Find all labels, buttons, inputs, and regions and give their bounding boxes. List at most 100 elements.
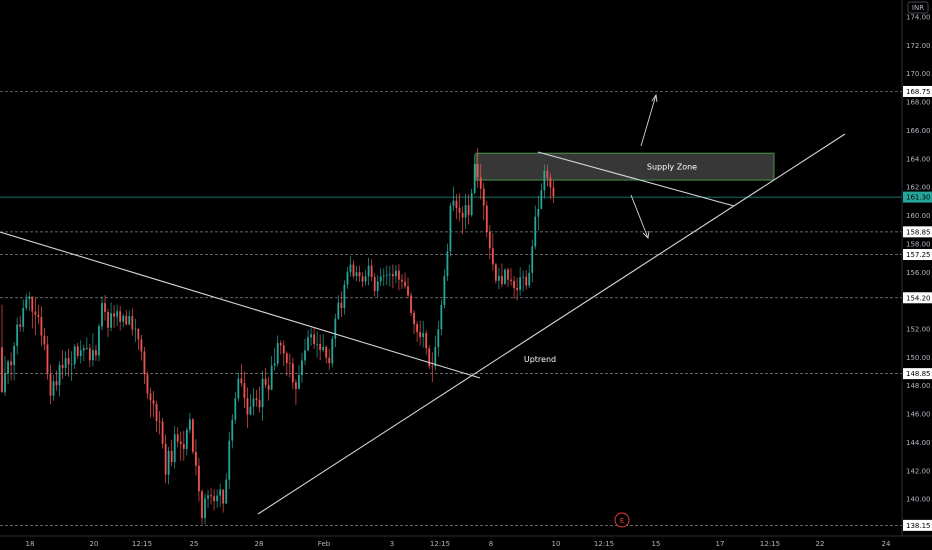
price-tick-label: 172.00 [906, 42, 931, 50]
candle-body [346, 271, 349, 285]
candle-body [128, 316, 131, 325]
candle [552, 180, 555, 203]
arrow-up[interactable] [640, 93, 658, 147]
candle [385, 265, 388, 286]
price-tick-label: 164.00 [906, 155, 931, 163]
candle [101, 296, 103, 331]
time-tick-label: 12:15 [132, 540, 152, 548]
candle [149, 387, 152, 418]
arrow-down[interactable] [630, 194, 650, 239]
time-tick-label: Feb [318, 540, 331, 548]
candle [407, 277, 409, 299]
price-axis[interactable]: INR 174.00 172.00 170.00 168.00 166.00 164.00… [901, 0, 932, 536]
candle [525, 270, 528, 290]
candle-body [413, 312, 415, 325]
candle-body [98, 326, 100, 356]
candle-body [240, 378, 243, 384]
candle-body [113, 313, 116, 317]
candlestick-series [1, 148, 555, 525]
candle [334, 313, 337, 348]
candle-body [146, 374, 149, 394]
candle [443, 269, 446, 309]
candle [182, 430, 185, 461]
candle-body [195, 451, 197, 466]
candle [343, 280, 346, 315]
candle [185, 427, 188, 456]
candle [216, 489, 219, 508]
trend-drawings[interactable] [0, 93, 846, 515]
candle [437, 321, 440, 357]
candle-body [370, 265, 373, 278]
time-axis[interactable]: 18 20 12:15 25 28 Feb 3 12:15 8 10 12:15 15 17 12:15 2… [0, 535, 932, 550]
time-tick-label: 28 [255, 540, 264, 548]
candle [513, 275, 515, 299]
candle [88, 343, 91, 368]
candle-body [55, 381, 58, 386]
price-level-tag-label: 158.85 [906, 228, 931, 236]
candle [131, 308, 134, 336]
candle [152, 390, 155, 418]
candle-body [191, 419, 194, 452]
uptrend-line[interactable] [257, 133, 846, 515]
candle [188, 412, 191, 434]
candle [40, 306, 43, 347]
candle [179, 431, 182, 461]
candle [367, 257, 370, 286]
candle [246, 387, 249, 428]
candle-body [322, 346, 325, 351]
candle-body [234, 398, 237, 420]
candle-body [161, 421, 164, 444]
candle-body [182, 443, 185, 450]
earnings-event-marker[interactable]: E [614, 512, 630, 528]
candle [440, 299, 443, 335]
candle-body [461, 212, 464, 218]
candle-body [67, 358, 70, 365]
candle-body [10, 361, 12, 366]
candle [395, 265, 397, 284]
candle-body [261, 378, 264, 408]
price-level-tag-label: 154.20 [906, 294, 931, 302]
candle-body [37, 314, 40, 317]
upper-trend-line[interactable] [537, 151, 735, 207]
currency-badge[interactable]: INR [907, 1, 929, 14]
price-tick-label: 166.00 [906, 127, 931, 135]
candle-body [201, 491, 203, 519]
candle [213, 489, 215, 511]
candle-body [119, 311, 122, 322]
candle [195, 439, 197, 476]
candle-body [313, 334, 315, 345]
candle [58, 361, 61, 397]
candle-body [449, 205, 452, 252]
candle [107, 308, 109, 338]
candle-body [401, 279, 403, 282]
downtrend-line[interactable] [0, 231, 481, 379]
candle [319, 334, 322, 361]
candle [76, 342, 79, 359]
candle-body [431, 366, 434, 368]
candle [49, 364, 52, 405]
candle-body [273, 363, 276, 366]
price-tick-label: 142.00 [906, 467, 931, 475]
candle-body [279, 343, 282, 346]
candle-body [249, 406, 252, 415]
candle-body [225, 479, 228, 504]
candle [255, 389, 258, 407]
candle [110, 302, 112, 332]
candle-body [546, 170, 549, 178]
candle-body [343, 284, 346, 308]
candle-body [1, 347, 3, 393]
candle [488, 225, 491, 260]
price-tick-label: 150.00 [906, 354, 931, 362]
candle [458, 193, 461, 222]
candle-body [173, 434, 176, 463]
candle [349, 256, 352, 277]
candle [98, 323, 100, 362]
candle [67, 348, 70, 377]
candle [352, 260, 355, 279]
candle [331, 335, 334, 368]
candle-body [231, 419, 234, 441]
candle-body [549, 177, 552, 188]
candle [328, 349, 331, 370]
candle [470, 188, 473, 217]
